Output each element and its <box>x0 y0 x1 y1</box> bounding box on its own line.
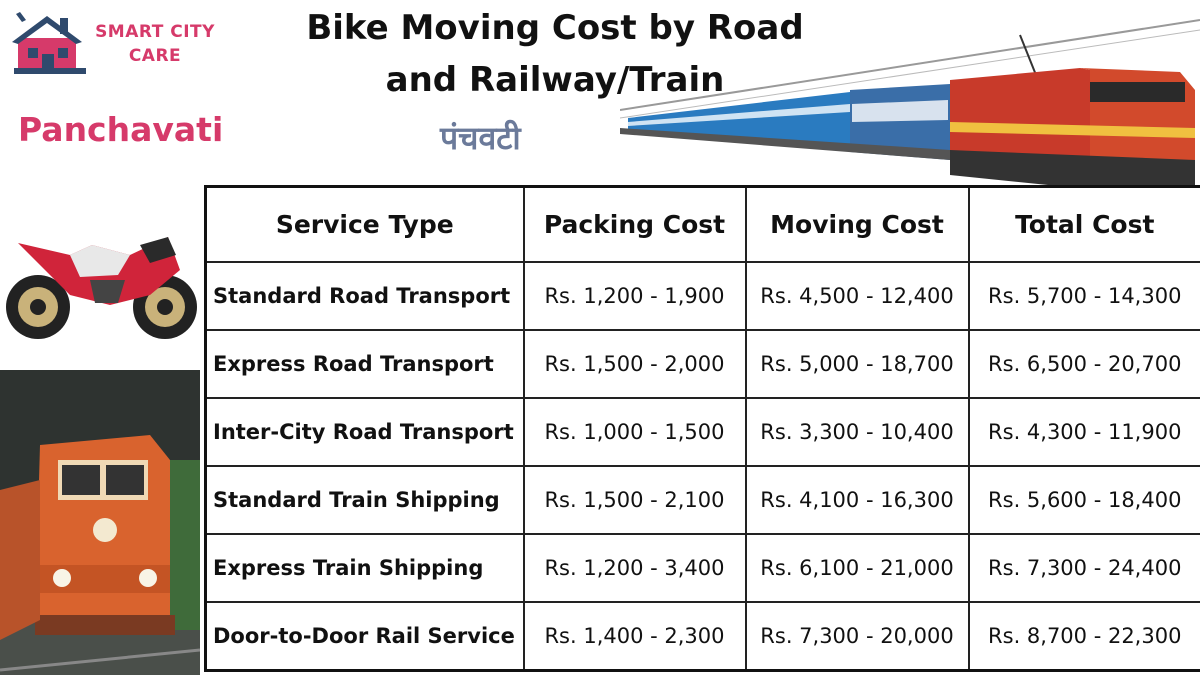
diesel-locomotive-image <box>0 370 200 675</box>
total-cost-cell: Rs. 5,600 - 18,400 <box>967 465 1200 535</box>
packing-cost-cell: Rs. 1,200 - 3,400 <box>522 533 747 603</box>
total-cost-cell: Rs. 6,500 - 20,700 <box>967 329 1200 399</box>
brand-line-1: SMART CITY <box>95 22 215 42</box>
packing-cost-cell: Rs. 1,000 - 1,500 <box>522 397 747 467</box>
moving-cost-cell: Rs. 3,300 - 10,400 <box>744 397 970 467</box>
electric-train-image <box>620 19 1200 200</box>
table-header-row: Service Type Packing Cost Moving Cost To… <box>204 185 1200 263</box>
motorcycle-image <box>6 237 197 339</box>
total-cost-cell: Rs. 4,300 - 11,900 <box>967 397 1200 467</box>
moving-cost-cell: Rs. 4,500 - 12,400 <box>744 261 970 331</box>
total-cost-cell: Rs. 7,300 - 24,400 <box>967 533 1200 603</box>
moving-cost-cell: Rs. 4,100 - 16,300 <box>744 465 970 535</box>
moving-cost-cell: Rs. 6,100 - 21,000 <box>744 533 970 603</box>
service-type-cell: Standard Road Transport <box>204 261 525 331</box>
table-row: Standard Road Transport Rs. 1,200 - 1,90… <box>204 261 1200 331</box>
brand-logo: SMART CITY CARE <box>10 10 220 80</box>
total-cost-cell: Rs. 8,700 - 22,300 <box>967 601 1200 672</box>
brand-line-2: CARE <box>128 46 182 66</box>
house-logo-icon <box>12 12 86 74</box>
moving-cost-cell: Rs. 7,300 - 20,000 <box>744 601 970 672</box>
packing-cost-cell: Rs. 1,500 - 2,100 <box>522 465 747 535</box>
packing-cost-cell: Rs. 1,500 - 2,000 <box>522 329 747 399</box>
header-service-type: Service Type <box>204 185 525 263</box>
packing-cost-cell: Rs. 1,200 - 1,900 <box>522 261 747 331</box>
service-type-cell: Express Road Transport <box>204 329 525 399</box>
location-name-hindi: पंचवटी <box>440 119 521 157</box>
header-packing-cost: Packing Cost <box>522 185 747 263</box>
service-type-cell: Door-to-Door Rail Service <box>204 601 525 672</box>
table-row: Door-to-Door Rail Service Rs. 1,400 - 2,… <box>204 601 1200 672</box>
header-moving-cost: Moving Cost <box>744 185 970 263</box>
table-row: Express Road Transport Rs. 1,500 - 2,000… <box>204 329 1200 399</box>
service-type-cell: Standard Train Shipping <box>204 465 525 535</box>
total-cost-cell: Rs. 5,700 - 14,300 <box>967 261 1200 331</box>
table-row: Inter-City Road Transport Rs. 1,000 - 1,… <box>204 397 1200 467</box>
page-title: Bike Moving Cost by Road and Railway/Tra… <box>306 8 804 100</box>
table-row: Express Train Shipping Rs. 1,200 - 3,400… <box>204 533 1200 603</box>
service-type-cell: Express Train Shipping <box>204 533 525 603</box>
location-name: Panchavati <box>18 110 224 149</box>
service-type-cell: Inter-City Road Transport <box>204 397 525 467</box>
table-row: Standard Train Shipping Rs. 1,500 - 2,10… <box>204 465 1200 535</box>
cost-table: Service Type Packing Cost Moving Cost To… <box>204 185 1200 672</box>
brand-name: SMART CITY CARE <box>92 20 218 68</box>
moving-cost-cell: Rs. 5,000 - 18,700 <box>744 329 970 399</box>
header-total-cost: Total Cost <box>967 185 1200 263</box>
packing-cost-cell: Rs. 1,400 - 2,300 <box>522 601 747 672</box>
